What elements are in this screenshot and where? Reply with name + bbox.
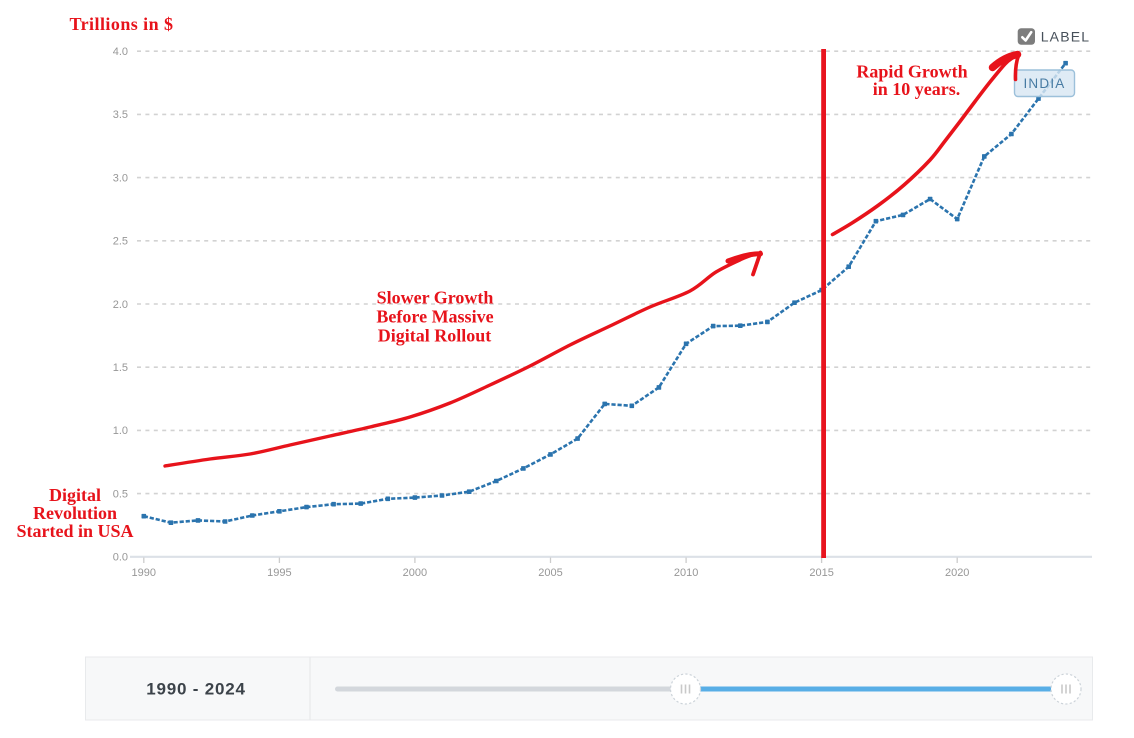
svg-text:2.5: 2.5 [113,236,128,248]
svg-text:in 10 years.: in 10 years. [873,79,961,99]
svg-text:Before Massive: Before Massive [376,307,493,327]
svg-text:INDIA: INDIA [1023,76,1065,91]
svg-text:1.0: 1.0 [113,425,128,437]
svg-text:3.0: 3.0 [113,172,128,184]
svg-text:Digital: Digital [49,485,101,505]
svg-text:2020: 2020 [945,567,969,579]
svg-text:2000: 2000 [403,567,427,579]
svg-text:LABEL: LABEL [1041,29,1091,45]
svg-text:2010: 2010 [674,567,698,579]
svg-text:Revolution: Revolution [33,503,117,523]
svg-text:2015: 2015 [809,567,833,579]
svg-text:Digital Rollout: Digital Rollout [378,326,492,346]
svg-text:2.0: 2.0 [113,299,128,311]
svg-text:1990 - 2024: 1990 - 2024 [146,680,246,699]
svg-text:2005: 2005 [538,567,562,579]
svg-text:Rapid Growth: Rapid Growth [856,62,967,82]
svg-text:1990: 1990 [132,567,156,579]
svg-text:1.5: 1.5 [113,362,128,374]
svg-text:Started in USA: Started in USA [16,521,133,541]
svg-text:4.0: 4.0 [113,46,128,58]
svg-text:1995: 1995 [267,567,291,579]
svg-text:0.0: 0.0 [113,552,128,564]
svg-text:0.5: 0.5 [113,488,128,500]
svg-text:3.5: 3.5 [113,109,128,121]
svg-text:Slower Growth: Slower Growth [377,287,494,307]
svg-text:Trillions in $: Trillions in $ [70,14,174,34]
